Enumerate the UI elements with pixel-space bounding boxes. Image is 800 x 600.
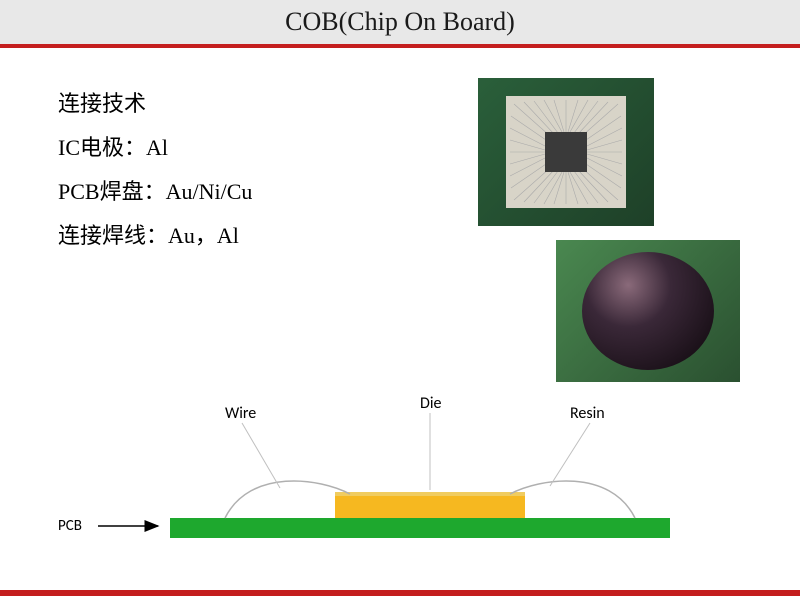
page-title: COB(Chip On Board): [285, 7, 515, 37]
die-rect: [335, 494, 525, 518]
label-die: Die: [420, 394, 442, 413]
resin-blob-icon: [582, 252, 714, 370]
photo-resin-blob: [556, 240, 740, 382]
photo-wirebonded-chip: [478, 78, 654, 226]
text-line: IC电极：Al: [58, 126, 252, 170]
content-area: 连接技术 IC电极：Al PCB焊盘：Au/Ni/Cu 连接焊线：Au，Al: [0, 48, 800, 596]
wire-right: [510, 481, 635, 518]
text-line: 连接技术: [58, 82, 252, 126]
pcb-rect: [170, 518, 670, 538]
text-line: 连接焊线：Au，Al: [58, 214, 252, 258]
cob-cross-section-diagram: Wire Die Resin PCB: [50, 368, 750, 588]
wire-left: [225, 481, 350, 518]
label-wire: Wire: [225, 404, 256, 423]
bottom-accent-bar: [0, 590, 800, 596]
label-pcb: PCB: [58, 517, 82, 535]
spec-text-block: 连接技术 IC电极：Al PCB焊盘：Au/Ni/Cu 连接焊线：Au，Al: [58, 82, 252, 258]
die-icon: [545, 132, 587, 172]
die-top-rect: [335, 492, 525, 496]
leader-wire: [242, 423, 280, 488]
chip-package-icon: [506, 96, 626, 208]
title-bar: COB(Chip On Board): [0, 0, 800, 48]
leader-resin: [550, 423, 590, 486]
text-line: PCB焊盘：Au/Ni/Cu: [58, 170, 252, 214]
label-resin: Resin: [570, 404, 605, 423]
